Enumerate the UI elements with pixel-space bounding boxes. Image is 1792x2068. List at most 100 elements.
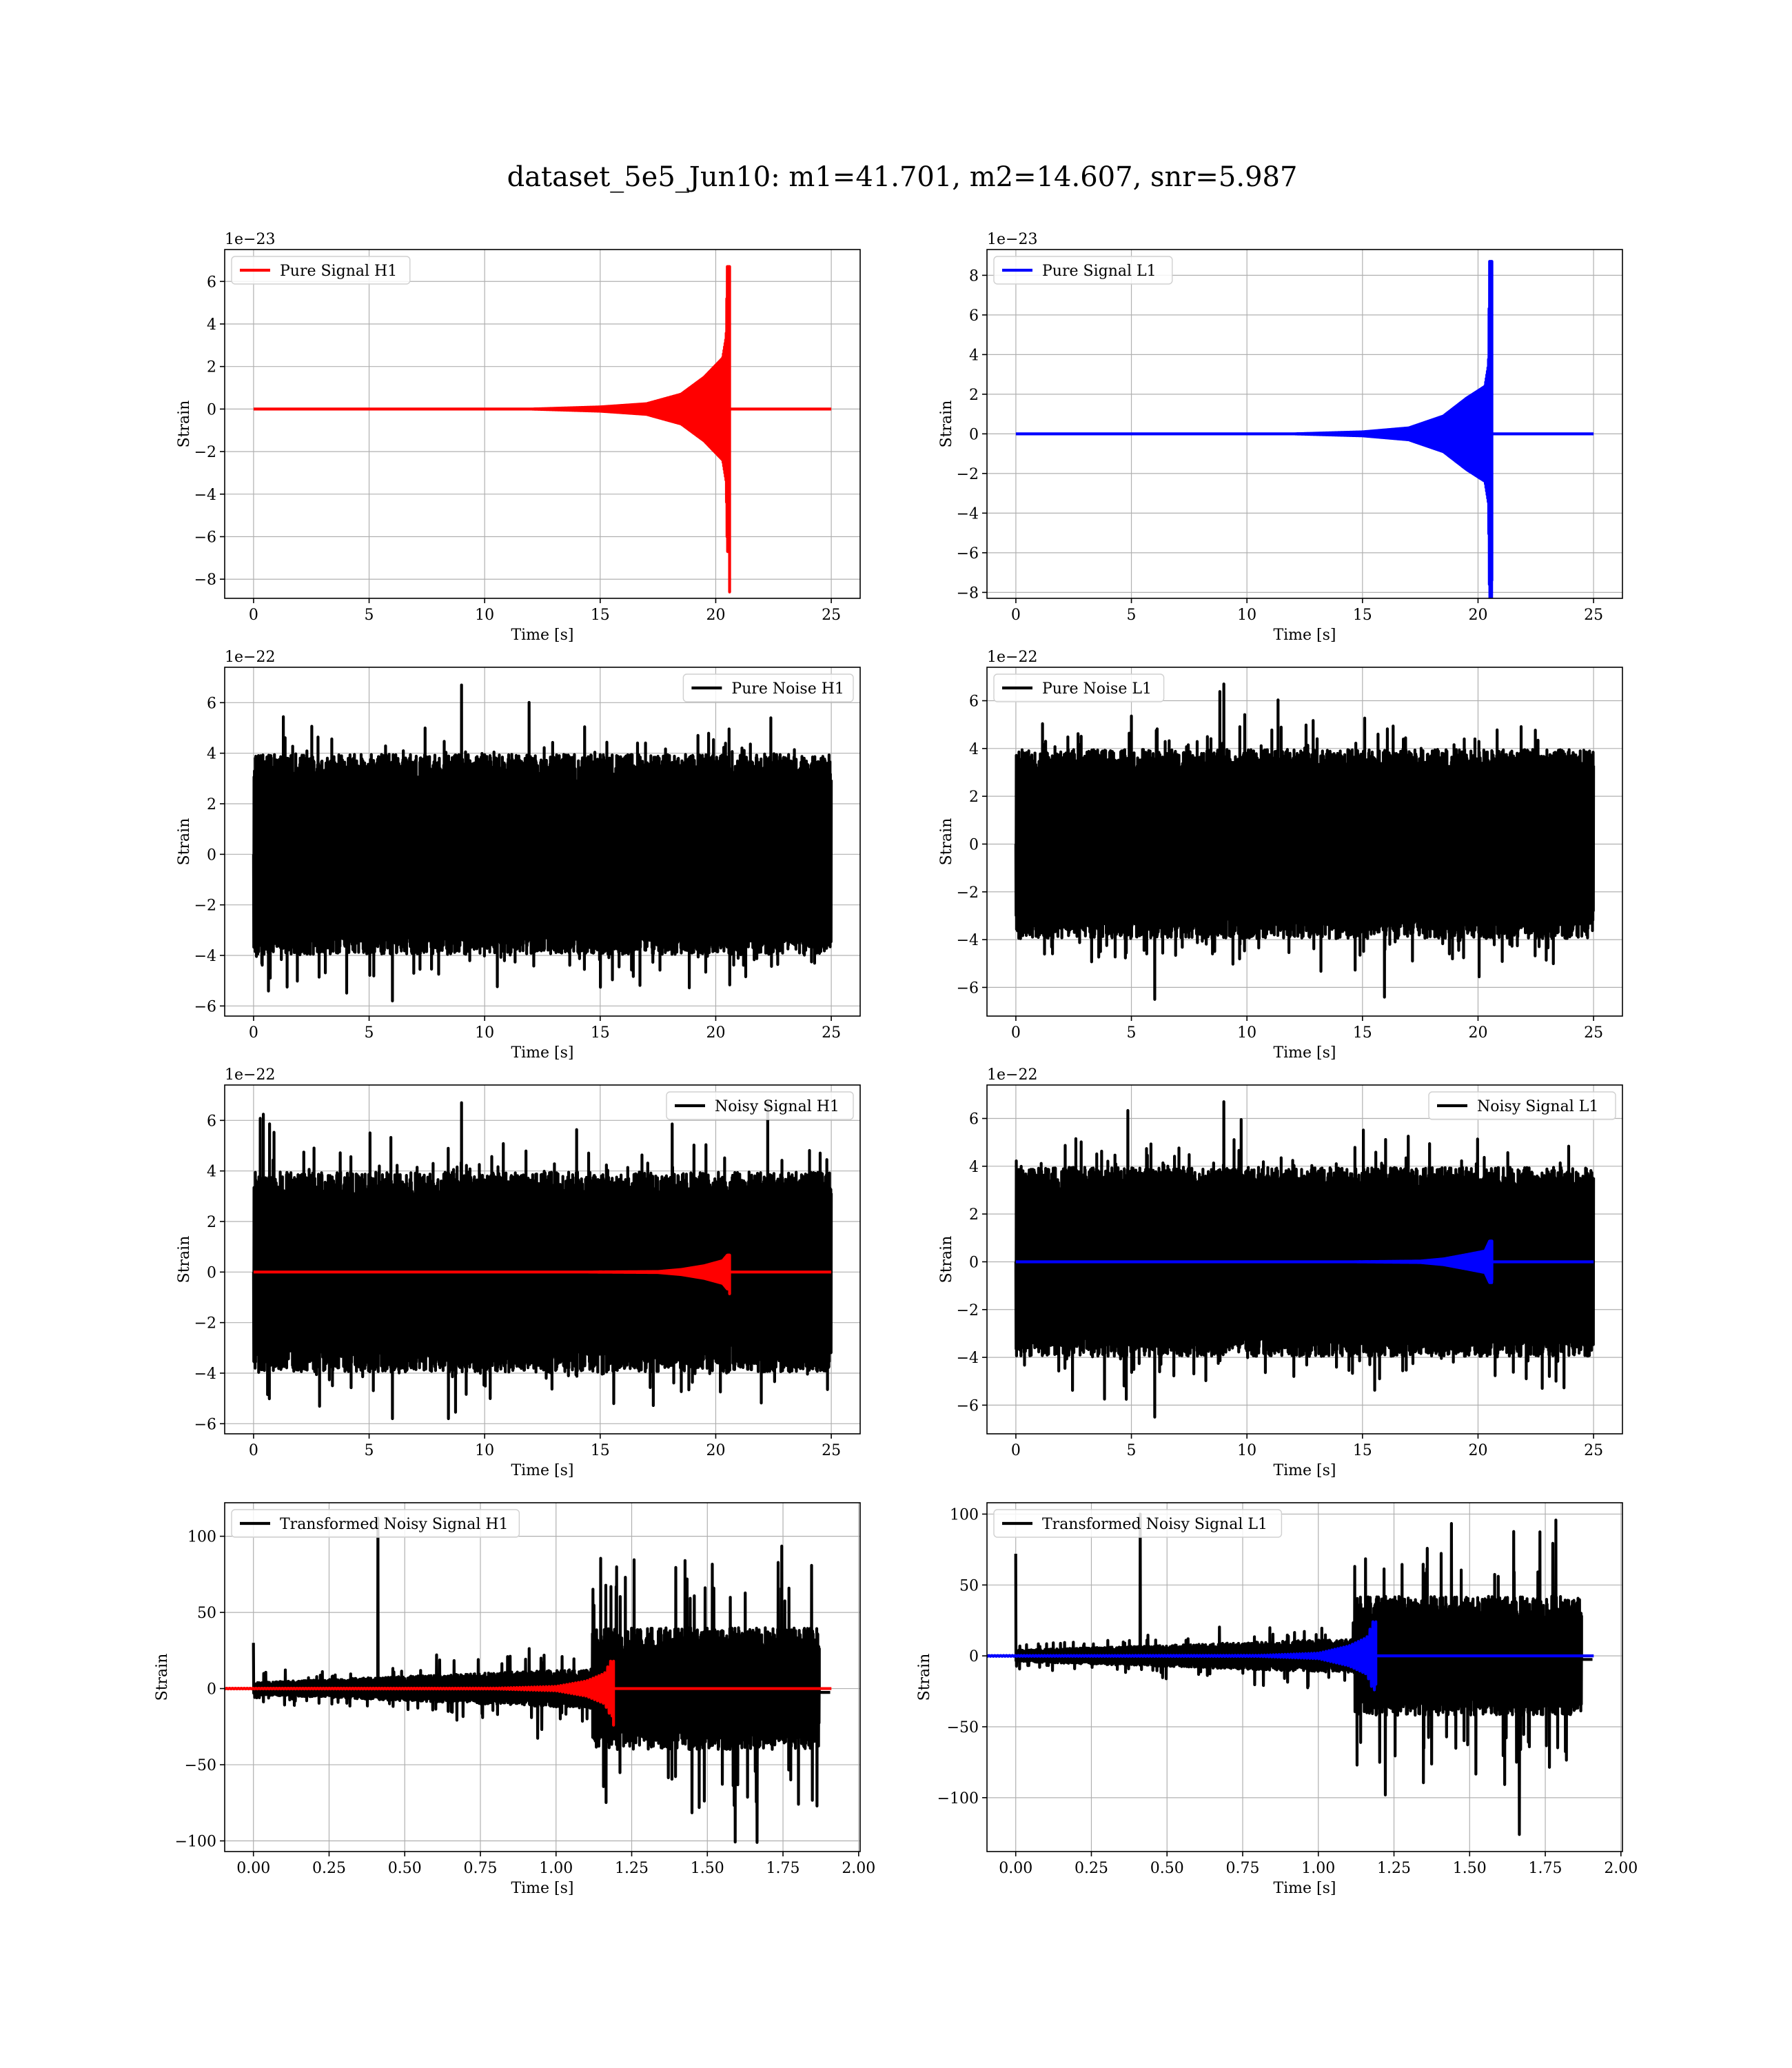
legend-label: Noisy Signal L1 <box>1477 1098 1598 1115</box>
y-tick-label: 0 <box>969 1254 979 1271</box>
axes-frame <box>986 249 1623 599</box>
series-line-1 <box>1014 682 1596 1001</box>
panel-3: 0 5 10 15 20 25 −6 −4 −2 0 2 4 6 1e−22 Time [s] Strain P… <box>176 649 861 1062</box>
x-tick-label: 15 <box>1353 1024 1372 1042</box>
x-tick-label: 20 <box>706 607 725 624</box>
y-tick-label: 0 <box>207 847 216 864</box>
series-line-1 <box>252 1101 833 1421</box>
y-tick-label: −2 <box>194 1315 216 1332</box>
y-tick-label: 50 <box>959 1577 979 1594</box>
y-tick-label: 2 <box>969 789 979 806</box>
y-tick-label: 100 <box>187 1529 216 1546</box>
x-tick-label: 20 <box>1468 1442 1487 1459</box>
x-tick-label: 10 <box>475 1442 494 1459</box>
y-tick-label: 8 <box>969 267 979 285</box>
y-axis-label: Strain <box>938 1236 955 1284</box>
x-tick-label: 0.00 <box>999 1860 1032 1877</box>
y-tick-label: −2 <box>957 466 979 483</box>
y-tick-label: 0 <box>969 836 979 853</box>
y-tick-label: 50 <box>197 1605 216 1622</box>
x-tick-label: 25 <box>822 607 841 624</box>
axes-frame <box>986 667 1623 1017</box>
x-tick-label: 0.25 <box>312 1860 346 1877</box>
y-tick-label: 2 <box>207 796 216 813</box>
y-tick-label: −4 <box>194 1366 216 1383</box>
x-tick-label: 5 <box>1127 1024 1137 1042</box>
y-tick-label: 4 <box>969 1159 979 1176</box>
axes-frame <box>224 667 861 1017</box>
y-tick-label: 4 <box>969 347 979 364</box>
x-axis-label: Time [s] <box>1273 627 1336 644</box>
y-tick-label: −2 <box>957 884 979 902</box>
y-tick-label: −2 <box>194 898 216 915</box>
legend-box <box>231 1509 520 1538</box>
x-tick-label: 0 <box>1011 1024 1021 1042</box>
y-tick-label: 6 <box>207 274 216 291</box>
x-tick-label: 25 <box>1584 1024 1603 1042</box>
x-tick-label: 10 <box>475 607 494 624</box>
axes-frame <box>224 1502 861 1852</box>
x-tick-label: 0.25 <box>1075 1860 1108 1877</box>
x-axis-label: Time [s] <box>511 1880 573 1897</box>
legend-label: Pure Noise L1 <box>1042 680 1152 698</box>
x-tick-label: 15 <box>1353 607 1372 624</box>
y-tick-label: −6 <box>957 545 979 562</box>
x-tick-label: 5 <box>1127 607 1137 624</box>
x-tick-label: 0 <box>1011 1442 1021 1459</box>
y-tick-label: −6 <box>957 1397 979 1415</box>
x-tick-label: 5 <box>365 1024 374 1042</box>
x-tick-label: 0 <box>249 607 258 624</box>
x-tick-label: 5 <box>365 607 374 624</box>
x-tick-label: 5 <box>365 1442 374 1459</box>
panel-5: 0 5 10 15 20 25 −6 −4 −2 0 2 4 6 1e−22 Time [s] Strain N… <box>176 1066 861 1479</box>
legend-box <box>993 673 1165 702</box>
y-tick-label: 6 <box>969 307 979 325</box>
x-tick-label: 20 <box>1468 607 1487 624</box>
y-axis-label: Strain <box>916 1654 933 1701</box>
panel-4: 0 5 10 15 20 25 −6 −4 −2 0 2 4 6 1e−22 Time [s] Strain P… <box>938 649 1623 1062</box>
panel-2: 0 5 10 15 20 25 −8 −6 −4 −2 0 2 4 6 8 1e−23 Time [s] Stra… <box>938 231 1623 644</box>
series-line-1 <box>1014 1100 1596 1419</box>
y-tick-label: 4 <box>207 746 216 763</box>
axes-frame <box>986 1502 1623 1852</box>
offset-label: 1e−23 <box>987 231 1037 248</box>
y-axis-label: Strain <box>176 818 193 866</box>
y-tick-label: 0 <box>969 1648 979 1665</box>
offset-label: 1e−22 <box>225 649 275 666</box>
y-tick-label: −4 <box>194 948 216 965</box>
y-tick-label: 6 <box>969 1111 979 1128</box>
x-tick-label: 20 <box>1468 1024 1487 1042</box>
x-axis-label: Time [s] <box>511 627 573 644</box>
legend: Pure Noise H1 <box>682 673 854 702</box>
y-tick-label: 0 <box>207 1264 216 1281</box>
legend: Pure Noise L1 <box>993 673 1165 702</box>
y-tick-label: −4 <box>957 932 979 949</box>
legend: Noisy Signal H1 <box>666 1091 854 1120</box>
series-line-1 <box>1015 260 1594 598</box>
y-tick-label: −50 <box>947 1719 979 1736</box>
y-tick-label: 6 <box>207 695 216 712</box>
x-tick-label: 10 <box>1237 1024 1256 1042</box>
x-axis-label: Time [s] <box>1273 1880 1336 1897</box>
y-tick-label: −8 <box>957 585 979 602</box>
x-tick-label: 0.50 <box>1150 1860 1184 1877</box>
y-tick-label: −100 <box>937 1790 979 1807</box>
x-tick-label: 10 <box>475 1024 494 1042</box>
x-tick-label: 25 <box>822 1442 841 1459</box>
y-tick-label: 2 <box>207 1214 216 1231</box>
y-axis-label: Strain <box>938 818 955 866</box>
legend-label: Transformed Noisy Signal L1 <box>1042 1516 1267 1533</box>
offset-label: 1e−22 <box>987 649 1037 666</box>
series-line-2 <box>225 1659 832 1727</box>
y-axis-label: Strain <box>176 401 193 448</box>
y-tick-label: −8 <box>194 571 216 589</box>
x-tick-label: 0.75 <box>464 1860 498 1877</box>
y-tick-label: −6 <box>194 1416 216 1433</box>
y-tick-label: 4 <box>207 316 216 334</box>
y-tick-label: −2 <box>194 444 216 461</box>
x-tick-label: 2.00 <box>842 1860 875 1877</box>
axes-frame <box>986 1084 1623 1435</box>
legend-box <box>993 1509 1283 1538</box>
y-axis-label: Strain <box>176 1236 193 1284</box>
